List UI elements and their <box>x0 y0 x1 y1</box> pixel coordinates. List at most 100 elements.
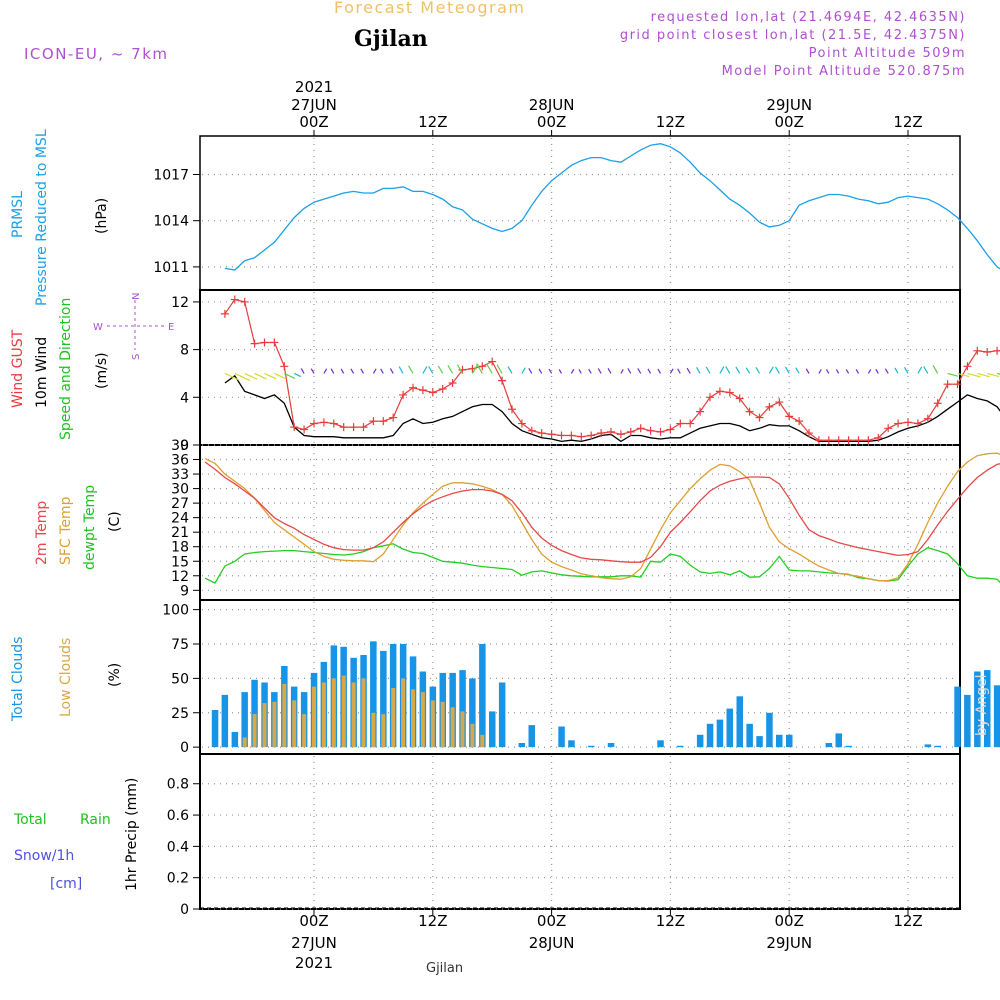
total-cloud-bar <box>370 641 377 748</box>
gust-marker <box>864 436 873 445</box>
precip-axis-label: 1hr Precip (mm) <box>124 778 140 891</box>
gust-marker <box>646 426 655 435</box>
wind-direction-arrow <box>795 367 800 374</box>
wind-direction-arrow <box>570 368 575 374</box>
gust-marker <box>517 419 526 428</box>
low-cloud-bar <box>292 700 297 748</box>
total-cloud-bar <box>558 726 565 748</box>
total-cloud-bar <box>726 708 733 748</box>
total-cloud-bar <box>954 686 961 748</box>
wind-direction-arrow <box>471 363 479 374</box>
wind-direction-arrow <box>408 365 414 374</box>
wind-direction-arrow <box>805 368 810 374</box>
y-tick-label: 30 <box>171 482 189 498</box>
low-cloud-bar <box>381 714 386 748</box>
wind-direction-arrow <box>894 367 899 374</box>
panel-precip-frame <box>199 753 961 910</box>
gust-marker <box>696 407 705 416</box>
wind-direction-arrow <box>330 368 335 374</box>
gust-marker <box>904 418 912 427</box>
low-cloud-bar <box>361 678 366 748</box>
cm-label: [cm] <box>50 876 82 892</box>
low-cloud-bar <box>312 686 316 748</box>
wind-10m-series-line <box>224 374 1000 443</box>
total-cloud-bar <box>251 679 258 748</box>
y-tick-label: 0.8 <box>167 777 189 793</box>
y-tick-label: 21 <box>171 525 189 541</box>
low-cloud-bar <box>331 678 336 748</box>
low-cloud-bar <box>430 700 435 748</box>
gust-marker <box>577 432 586 441</box>
gust-marker <box>943 380 952 389</box>
wind-direction-arrow <box>264 372 277 380</box>
gust-marker <box>745 407 754 416</box>
y-tick-label: 27 <box>171 496 189 512</box>
total-cloud-bar <box>498 682 506 748</box>
wind-direction-arrow <box>507 366 513 374</box>
gust-marker <box>418 386 427 395</box>
wind-direction-arrow <box>389 368 394 374</box>
total-cloud-bar <box>835 733 842 748</box>
gust-marker <box>923 414 932 423</box>
gust-marker <box>666 425 675 434</box>
top-time-label: 12Z <box>418 113 447 131</box>
wind-direction-arrow <box>234 372 251 382</box>
gust-marker <box>557 431 566 440</box>
wind-direction-arrow <box>987 372 1000 378</box>
total-cloud-bar <box>657 740 664 748</box>
low-clouds-label: Low Clouds <box>58 638 74 717</box>
wind-direction-arrow <box>755 367 761 374</box>
wind-direction-arrow <box>447 365 454 374</box>
gust-marker <box>775 398 784 407</box>
gust-marker <box>349 423 358 432</box>
gust-marker <box>448 379 457 387</box>
y-tick-label: 18 <box>171 540 189 556</box>
total-clouds-label: Total Clouds <box>10 637 26 722</box>
wind-unit-label: (m/s) <box>94 352 110 389</box>
wind-direction-arrow <box>867 369 872 374</box>
total-cloud-bar <box>845 745 852 748</box>
wind-direction-arrow <box>538 368 543 374</box>
gust-marker <box>874 433 883 442</box>
wind-direction-arrow <box>932 365 939 374</box>
wind-direction-arrow <box>588 368 592 374</box>
bottom-time-label: 28JUN <box>529 934 575 952</box>
sfc-temp-series-line <box>204 452 1000 582</box>
model-name: ICON-EU, ~ 7km <box>24 45 169 63</box>
low-cloud-bar <box>252 714 257 748</box>
model-point-altitude: Model Point Altitude 520.875m <box>721 64 966 79</box>
gust-marker <box>498 376 507 385</box>
bottom-time-label: 12Z <box>656 912 685 930</box>
wind-direction-arrow <box>310 368 315 374</box>
total-cloud-bar <box>786 734 793 748</box>
wind-direction-arrow <box>686 367 691 374</box>
wind-direction-arrow <box>735 366 741 374</box>
wind-direction-arrow <box>745 367 751 374</box>
low-cloud-bar <box>302 714 307 748</box>
top-time-label: 12Z <box>656 113 685 131</box>
wind-direction-arrow <box>719 366 725 374</box>
wind-direction-arrow <box>350 368 355 374</box>
wind-direction-arrow <box>496 364 503 374</box>
wind-direction-arrow <box>607 367 612 374</box>
gust-marker <box>379 417 388 426</box>
wind-direction-arrow <box>380 368 384 374</box>
sfc-temp-label: SFC Temp <box>58 496 74 565</box>
compass-west: W <box>93 322 103 333</box>
top-time-label: 00Z <box>537 113 566 131</box>
gust-marker <box>616 430 625 439</box>
bottom-time-label: 27JUN <box>291 934 337 952</box>
total-cloud-bar <box>380 650 387 748</box>
y-tick-label: 39 <box>171 438 189 454</box>
low-cloud-bar <box>401 678 406 748</box>
y-tick-label: 15 <box>171 554 189 570</box>
wind-direction-arrow <box>977 372 990 378</box>
t2m-series-line <box>204 461 1000 563</box>
total-cloud-bar <box>716 719 724 748</box>
gust-marker <box>963 362 972 371</box>
total-cloud-bar <box>756 736 763 748</box>
total-cloud-bar <box>607 743 615 748</box>
gust-marker <box>785 412 794 421</box>
wind-direction-arrow <box>578 369 582 374</box>
wind-direction-arrow <box>284 372 296 379</box>
